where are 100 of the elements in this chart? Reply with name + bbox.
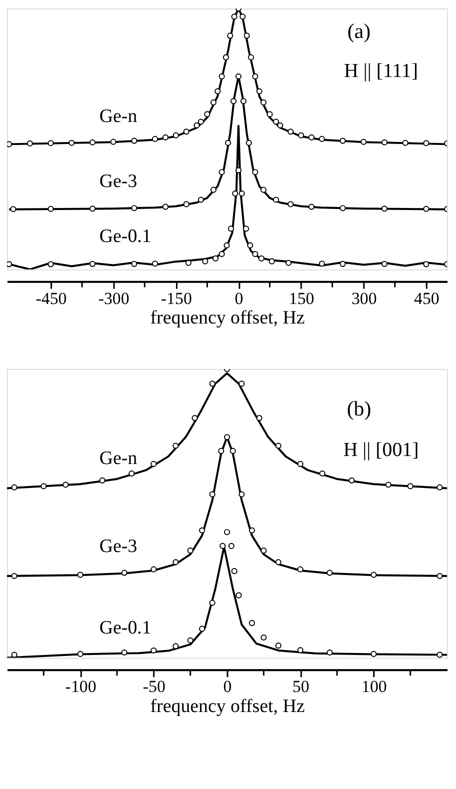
point	[99, 477, 106, 484]
point	[402, 140, 408, 146]
point	[225, 140, 232, 146]
point	[89, 139, 96, 146]
point	[222, 54, 229, 60]
x-tick-label: -150	[160, 288, 192, 308]
point	[242, 226, 250, 232]
point	[187, 637, 194, 644]
point	[348, 477, 355, 484]
point	[240, 98, 247, 104]
series-label: Ge-n	[99, 106, 138, 127]
point	[235, 167, 242, 174]
point	[40, 483, 47, 490]
point	[423, 206, 430, 212]
point	[228, 542, 234, 549]
x-tick-label: 100	[362, 677, 387, 696]
point	[248, 620, 255, 626]
point	[381, 206, 388, 212]
point	[162, 204, 169, 210]
point	[209, 600, 216, 606]
point	[212, 255, 219, 262]
point	[131, 205, 138, 212]
point	[162, 134, 169, 140]
point	[423, 140, 430, 146]
x-tick-label: 0	[234, 288, 244, 308]
point	[6, 261, 12, 268]
point	[172, 442, 179, 449]
point	[121, 570, 128, 576]
point	[240, 14, 246, 20]
point	[340, 138, 346, 144]
point	[297, 647, 304, 654]
point	[297, 460, 304, 467]
point	[288, 201, 294, 208]
point	[252, 169, 258, 176]
point	[258, 255, 264, 262]
point	[172, 559, 179, 566]
point	[48, 261, 54, 268]
annotation: (a)	[347, 18, 371, 43]
point	[318, 260, 325, 267]
point	[198, 118, 204, 125]
point	[231, 568, 238, 574]
series-label: Ge-3	[99, 171, 138, 192]
point	[218, 169, 225, 176]
point	[423, 261, 430, 268]
point	[11, 572, 18, 580]
point	[275, 442, 282, 449]
point	[252, 73, 258, 80]
point	[183, 128, 190, 135]
point	[209, 380, 216, 387]
point	[268, 258, 275, 264]
annotation: H || [111]	[344, 60, 418, 82]
point	[152, 260, 158, 267]
point	[436, 572, 443, 580]
point	[11, 484, 18, 490]
point	[199, 527, 206, 534]
point	[298, 132, 304, 138]
x-axis-title: frequency offset, Hz	[150, 696, 305, 717]
point	[297, 566, 304, 572]
point	[370, 650, 377, 657]
point	[230, 448, 236, 454]
point	[204, 111, 210, 118]
point	[319, 470, 326, 477]
point	[260, 186, 267, 193]
x-tick-label: 50	[292, 677, 310, 696]
point	[247, 242, 254, 248]
point	[198, 196, 204, 203]
point	[407, 483, 414, 490]
point	[194, 122, 200, 128]
point	[231, 14, 238, 20]
point	[150, 647, 157, 654]
point	[62, 482, 69, 488]
x-tick-label: -300	[98, 288, 130, 308]
point	[256, 415, 262, 422]
point	[68, 140, 75, 146]
point	[172, 132, 179, 138]
point	[218, 448, 224, 454]
point	[272, 196, 280, 203]
point	[340, 260, 346, 267]
point	[152, 136, 158, 142]
point	[275, 642, 282, 649]
point	[26, 140, 33, 146]
point	[326, 570, 333, 576]
point	[48, 140, 54, 146]
point	[288, 128, 294, 135]
point	[185, 260, 192, 266]
point	[260, 548, 267, 554]
series-label: Ge-n	[99, 448, 138, 470]
point	[318, 136, 325, 142]
point	[89, 206, 96, 212]
x-tick-label: 300	[351, 288, 377, 308]
point	[89, 260, 96, 267]
point	[224, 242, 230, 248]
x-tick-label: -100	[65, 677, 96, 696]
point	[218, 250, 225, 258]
series-label: Ge-3	[99, 536, 138, 557]
x-tick-label: -50	[142, 677, 166, 696]
point	[340, 205, 346, 212]
point	[260, 634, 267, 641]
x-tick-label: -450	[36, 288, 67, 308]
x-tick-label: 0	[223, 677, 232, 696]
